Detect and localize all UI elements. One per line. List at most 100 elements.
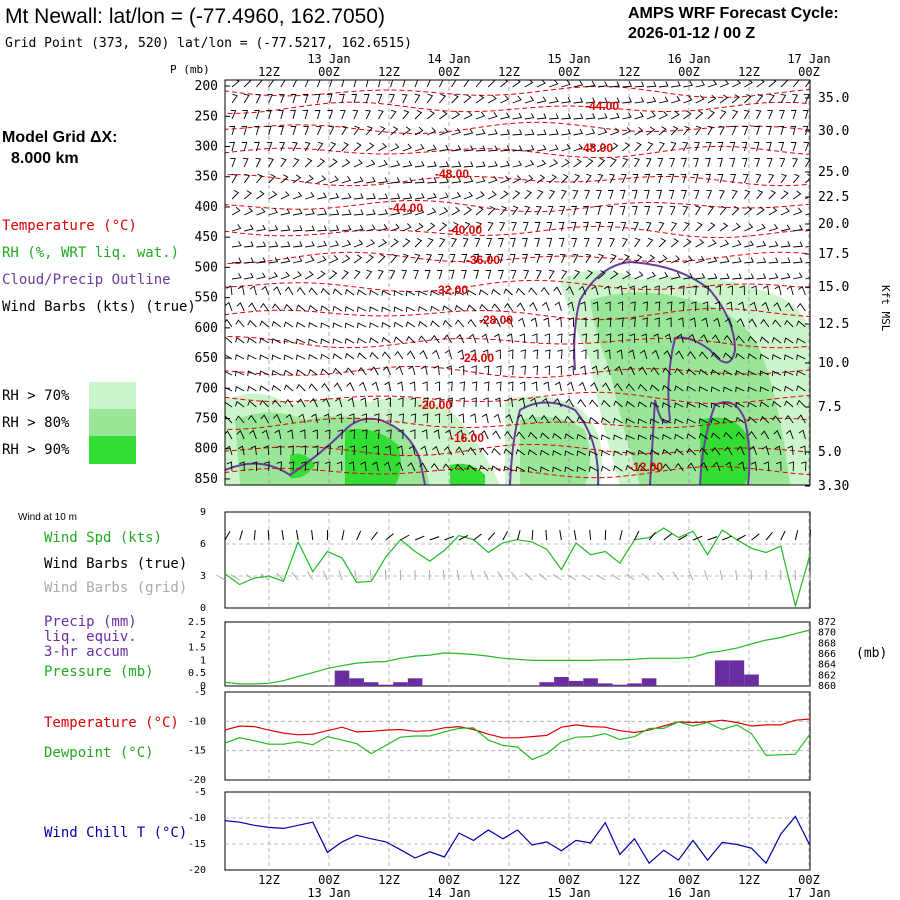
wind-barb — [512, 205, 519, 216]
wind-barb — [666, 301, 673, 312]
wind-barb — [369, 322, 379, 328]
wind-barb — [278, 125, 284, 136]
wind-barb — [256, 207, 266, 216]
wind-barb — [280, 225, 291, 232]
grid-wind-barb — [354, 570, 358, 581]
wind-barb — [487, 94, 497, 104]
temperature-contour — [225, 251, 810, 265]
precip-bar — [568, 680, 584, 686]
wind-barb — [711, 334, 721, 344]
top-date-label: 14 Jan — [427, 52, 470, 66]
wind-barb — [585, 253, 592, 264]
precip-bar — [539, 682, 554, 686]
wind-barb — [663, 350, 672, 360]
wind-barb — [531, 381, 538, 392]
wind-barb — [311, 413, 318, 424]
wind-barb — [581, 349, 587, 360]
wind-barb — [339, 109, 346, 120]
wind-barb — [803, 93, 810, 104]
wind-barb — [747, 386, 757, 393]
wind-barb — [369, 306, 379, 313]
pressure-tick-label: 850 — [195, 472, 218, 487]
wind-barb — [451, 145, 462, 152]
wind-barb — [447, 381, 453, 392]
wind-barb — [276, 461, 282, 472]
wind-barb — [305, 192, 315, 200]
wind-barb — [288, 461, 295, 472]
legend-wind-barbs: Wind Barbs (kts) (true) — [2, 299, 196, 315]
surface-wind-barb — [370, 531, 378, 541]
grid-wind-barb — [245, 574, 255, 581]
wind-barb — [607, 189, 614, 200]
wind-barb — [536, 159, 547, 168]
wind-barb — [231, 273, 242, 280]
wind-barb — [564, 433, 574, 440]
pressure-y-tick: 862 — [818, 670, 836, 681]
wind-barb — [283, 384, 294, 392]
bottom-date-label: 15 Jan — [547, 886, 590, 900]
wind-barb — [805, 277, 810, 280]
wind-barb — [572, 189, 579, 200]
wind-barb — [481, 413, 489, 424]
wind-barb — [756, 206, 765, 216]
wind-barb — [292, 141, 298, 152]
wind-barb — [634, 157, 640, 168]
wind-barb — [430, 290, 440, 297]
wind-barb — [683, 80, 693, 88]
wind-barb — [414, 177, 425, 184]
wind-barb — [314, 109, 321, 120]
pressure-tick-label: 750 — [195, 412, 218, 427]
grid-wind-barb — [275, 572, 284, 581]
wind-barb — [398, 429, 404, 440]
wind-barb — [378, 269, 384, 280]
wind-barb — [432, 445, 440, 456]
wind-barb — [235, 319, 245, 328]
wind-barb — [430, 320, 440, 328]
wind-barb — [365, 269, 373, 280]
wind-barb — [650, 463, 660, 472]
wind-barb — [695, 110, 704, 120]
wind-barb — [646, 141, 654, 152]
wind-barb — [468, 429, 477, 440]
wind-barb — [386, 429, 392, 440]
wind-barb — [730, 173, 737, 184]
surface-wind-barb — [502, 530, 509, 541]
wind-barb — [230, 157, 236, 168]
wind-barb — [756, 93, 764, 104]
wind-barb — [317, 225, 328, 232]
wind-barb — [565, 286, 575, 296]
top-date-label: 17 Jan — [787, 52, 830, 66]
wind-barb — [676, 333, 684, 344]
wind-barb — [583, 221, 589, 232]
wind-barb — [463, 128, 474, 136]
wind-barb — [739, 285, 745, 296]
wind-barb — [642, 301, 648, 312]
wind-barb — [339, 93, 345, 104]
wind-barb — [402, 143, 412, 152]
wind-barb — [266, 109, 272, 120]
wind-barb — [402, 193, 413, 200]
wind-barb — [780, 80, 789, 88]
top-panel-frame — [224, 79, 811, 486]
wind-barb — [732, 80, 742, 88]
wind-barb — [540, 432, 550, 440]
wind-barb — [656, 189, 663, 200]
wind-barb — [710, 351, 721, 360]
wind-barb — [759, 386, 769, 392]
wind-barb — [658, 141, 665, 152]
wind-barb — [747, 401, 757, 408]
wind-barb — [771, 354, 782, 360]
wind-barb — [578, 381, 587, 392]
wind-barb — [308, 322, 318, 328]
wind-barb — [610, 127, 620, 136]
wind-barb — [439, 144, 449, 152]
wind-barb — [637, 418, 647, 425]
wind-barb — [393, 321, 404, 328]
wind-barb — [247, 354, 257, 361]
wind-barb — [658, 81, 669, 88]
wind-barb — [361, 429, 368, 440]
wind-barb — [369, 351, 379, 360]
wind-barb — [674, 448, 684, 456]
wind-barb — [430, 462, 440, 472]
wind-barb — [363, 93, 370, 104]
